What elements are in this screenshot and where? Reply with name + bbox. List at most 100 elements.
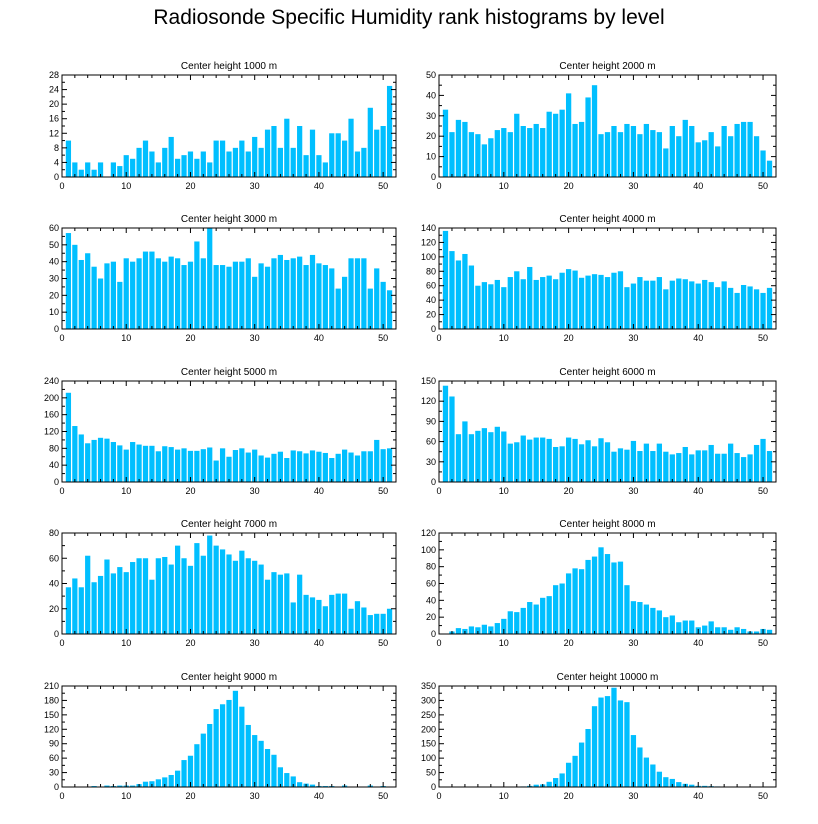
panel-4-bar [650,280,656,329]
panel-5-bar [354,455,361,482]
panel-1-bar [181,155,187,177]
panel-3-bar [181,265,187,329]
panel-2-bar [507,132,513,177]
panel-5-bar [136,444,142,482]
panel-1-bar [226,151,232,177]
panel-6-ytick-label: 60 [426,437,436,447]
panel-4-bar [578,277,585,329]
panel-1-bar [194,158,200,177]
panel-3-bar [200,258,206,329]
panel-2-bar [455,119,462,177]
panel-5-bar [65,392,72,482]
panel-4-bar [721,281,727,329]
panel-10-xtick-label: 20 [564,791,574,801]
panel-1-bar [149,151,155,177]
panel-7-bar [149,579,155,634]
panel-8-bar [468,626,475,634]
panel-10-bar [598,697,604,787]
panel-3-bar [117,281,123,329]
panel-3-bar [264,266,271,329]
panel-8-bar [702,625,708,634]
panel-7-title: Center height 7000 m [181,519,277,530]
panel-2-xtick-label: 10 [499,181,509,191]
panel-10-xtick-label: 10 [499,791,509,801]
panel-10-ytick-label: 50 [426,768,436,778]
panel-2-bar [527,128,533,177]
panel-6-bar [708,444,714,482]
panel-1-bar [91,169,97,177]
panel-3-ytick-label: 0 [54,324,59,334]
panel-3-bar [316,263,322,329]
panel-8-ytick-label: 120 [421,528,436,538]
panel-8-bar [643,604,650,634]
panel-6-bar [682,446,688,482]
panel-7-ytick-label: 80 [49,528,59,538]
panel-2-bar [591,85,598,177]
panel-10-bar [663,777,669,787]
panel-7-bar [239,550,245,634]
panel-8-ytick-label: 100 [421,545,436,555]
panel-7-xtick-label: 40 [314,638,324,648]
panel-1-bar [284,118,290,177]
panel-2-bar [650,130,656,177]
panel-1-bar [277,147,283,177]
panel-10-bar [669,778,675,787]
panel-5-bar [168,447,174,482]
panel-4-bar [585,275,591,329]
panel-7-bar [219,549,226,634]
panel-3-bar [123,258,129,329]
panel-4-bar [533,279,539,329]
panel-2-bar [753,136,760,177]
panel-9-bar [219,704,226,787]
panel-9-ytick-label: 30 [49,768,59,778]
panel-7-bar [271,572,277,634]
panel-8-bar [481,624,488,634]
panel-9-bar [207,723,213,787]
panel-8-xtick-label: 0 [436,638,441,648]
panel-10-bar [572,755,578,787]
panel-6-ytick-label: 30 [426,457,436,467]
panel-8-xtick-label: 20 [564,638,574,648]
panel-5-bar [329,458,335,482]
panel-6-ytick-label: 90 [426,416,436,426]
panel-4-bar [669,280,675,329]
panel-8-bar [572,568,578,634]
panel-4-bar [676,278,682,329]
panel-7-bar [348,608,354,634]
panel-3-bar [380,281,386,329]
panel-8-bar [740,628,747,634]
panel-2-bar [669,126,675,177]
panel-5-bar [226,456,232,482]
panel-7-bar [110,573,116,634]
panel-8-title: Center height 8000 m [559,519,655,530]
panel-5-bar [117,445,123,482]
panel-4-xtick-label: 0 [436,333,441,343]
panel-7-bar [97,575,104,634]
panel-7-bar [232,560,239,634]
panel-4-bar [553,279,559,329]
panel-7-bar [252,560,258,634]
panel-9-bar [245,724,251,787]
panel-3-bar [252,276,258,329]
panel-5-bar [258,455,264,482]
panel-2-ytick-label: 30 [426,111,436,121]
panel-6-bar [721,453,727,482]
panel-10-bar [533,784,539,787]
panel-10-bar [617,700,624,787]
panel-9-bar [130,785,136,787]
panel-8-ytick-label: 40 [426,595,436,605]
panel-8-bar [565,573,572,634]
panel-7-bar [264,579,271,634]
panel-10-bar [578,742,585,787]
panel-3-bar [207,228,213,329]
panel-4-bar [481,282,488,329]
panel-3-bar [104,263,110,329]
panel-9-ytick-label: 180 [44,695,59,705]
panel-10-xtick-label: 0 [436,791,441,801]
panel-1-bar [97,162,104,177]
panel-4-ytick-label: 80 [426,266,436,276]
panel-4-bar [715,287,721,329]
panel-1-bar [200,151,206,177]
panel-5-bar [245,452,251,482]
